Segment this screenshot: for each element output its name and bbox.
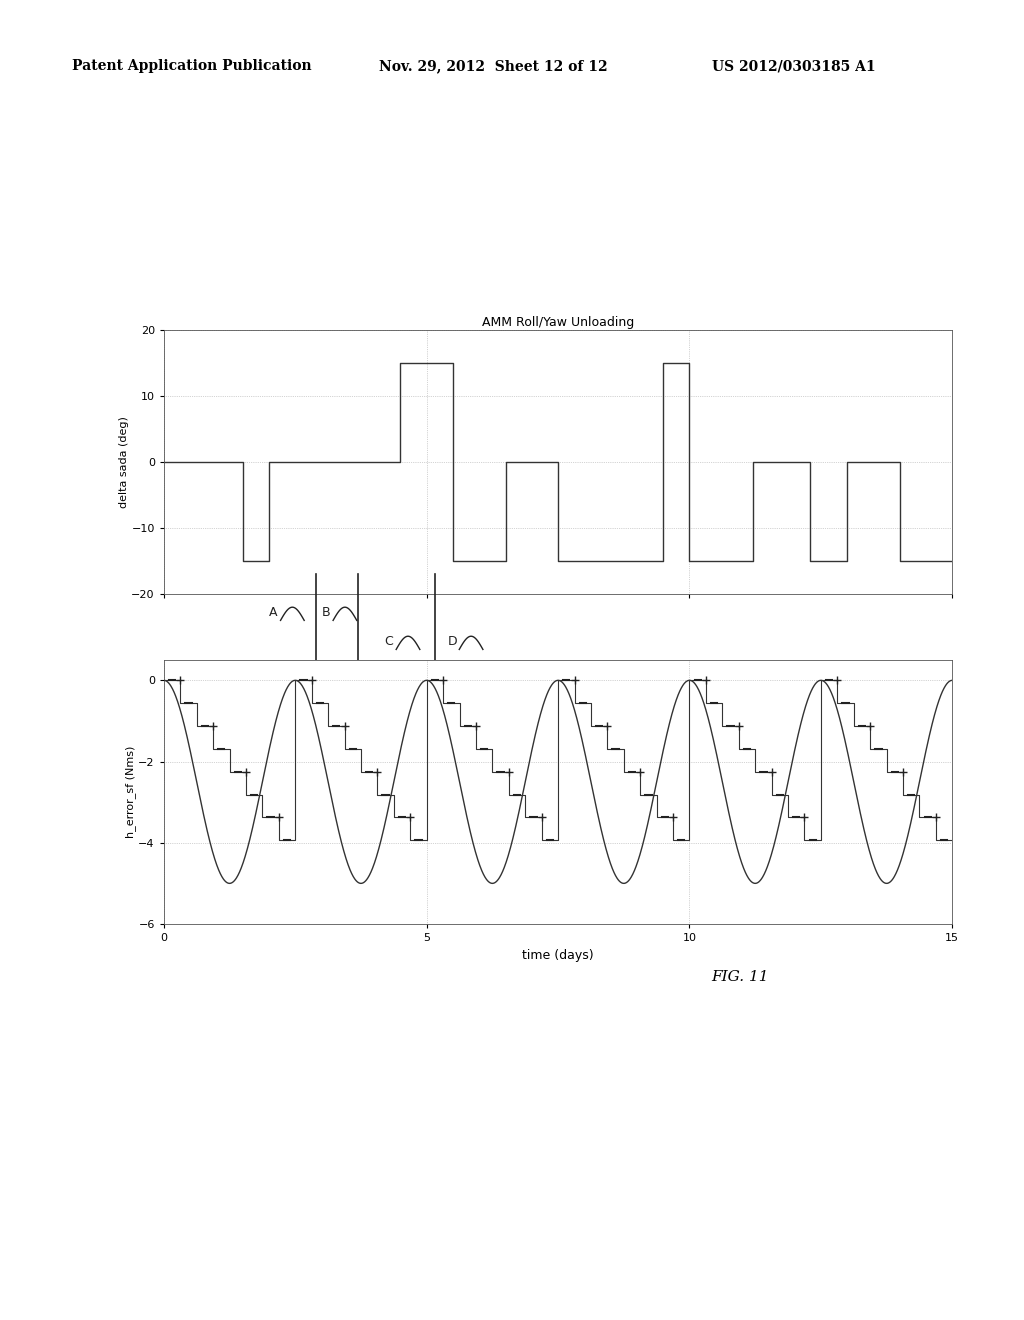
Point xyxy=(270,807,287,828)
Point xyxy=(697,669,714,690)
Point xyxy=(862,715,879,737)
X-axis label: time (days): time (days) xyxy=(522,949,594,961)
Point xyxy=(205,715,221,737)
Point xyxy=(928,807,944,828)
Point xyxy=(534,807,550,828)
Point xyxy=(172,669,188,690)
Y-axis label: delta sada (deg): delta sada (deg) xyxy=(119,416,129,508)
Point xyxy=(895,762,911,783)
Title: AMM Roll/Yaw Unloading: AMM Roll/Yaw Unloading xyxy=(482,315,634,329)
Point xyxy=(797,807,813,828)
Point xyxy=(501,762,517,783)
Point xyxy=(566,669,583,690)
Text: C: C xyxy=(385,635,393,648)
Point xyxy=(764,762,780,783)
Text: B: B xyxy=(322,606,330,619)
Point xyxy=(435,669,452,690)
Point xyxy=(599,715,615,737)
Point xyxy=(402,807,419,828)
Point xyxy=(829,669,846,690)
Text: FIG. 11: FIG. 11 xyxy=(712,970,769,985)
Point xyxy=(730,715,746,737)
Point xyxy=(370,762,386,783)
Point xyxy=(336,715,352,737)
Text: A: A xyxy=(269,606,278,619)
Point xyxy=(238,762,254,783)
Text: US 2012/0303185 A1: US 2012/0303185 A1 xyxy=(712,59,876,74)
Text: D: D xyxy=(447,635,458,648)
Y-axis label: h_error_sf (Nms): h_error_sf (Nms) xyxy=(125,746,135,838)
Point xyxy=(665,807,681,828)
Text: Nov. 29, 2012  Sheet 12 of 12: Nov. 29, 2012 Sheet 12 of 12 xyxy=(379,59,607,74)
Point xyxy=(468,715,484,737)
Text: Patent Application Publication: Patent Application Publication xyxy=(72,59,311,74)
Point xyxy=(632,762,648,783)
Point xyxy=(303,669,319,690)
